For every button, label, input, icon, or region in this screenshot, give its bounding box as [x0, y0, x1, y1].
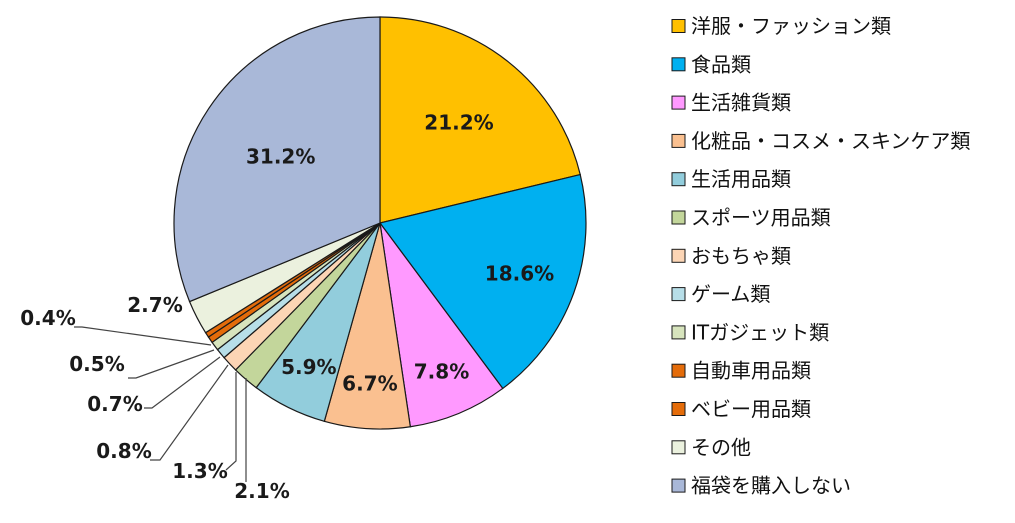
data-label: 18.6%: [485, 262, 554, 286]
legend-label: その他: [691, 435, 751, 459]
legend-item: 福袋を購入しない: [671, 474, 851, 498]
legend-swatch: [671, 478, 686, 493]
leader-line: [225, 372, 237, 471]
legend-label: ITガジェット類: [691, 320, 829, 344]
leader-lines: [74, 326, 247, 482]
legend-item: スポーツ用品類: [671, 206, 831, 230]
leader-line: [144, 356, 221, 409]
data-label: 1.3%: [172, 459, 227, 483]
legend-swatch: [671, 440, 686, 455]
legend-swatch: [671, 95, 686, 110]
legend-label: 生活雑貨類: [691, 91, 791, 115]
legend-label: 化粧品・コスメ・スキンケア類: [691, 129, 970, 153]
legend-swatch: [671, 325, 686, 340]
data-label: 5.9%: [281, 355, 336, 379]
legend-item: 洋服・ファッション類: [671, 14, 891, 38]
data-label: 0.4%: [20, 306, 75, 330]
legend-item: 生活雑貨類: [671, 91, 791, 115]
legend-swatch: [671, 287, 686, 302]
legend-item: 食品類: [671, 52, 751, 76]
legend-swatch: [671, 363, 686, 378]
legend-swatch: [671, 248, 686, 263]
leader-line: [150, 364, 229, 461]
data-label: 0.5%: [69, 352, 124, 376]
legend-swatch: [671, 133, 686, 148]
legend-swatch: [671, 57, 686, 72]
data-label: 6.7%: [342, 371, 397, 395]
legend-swatch: [671, 172, 686, 187]
pie-slice: [379, 16, 581, 224]
legend: 洋服・ファッション類食品類生活雑貨類化粧品・コスメ・スキンケア類生活用品類スポー…: [671, 14, 970, 498]
data-label: 0.8%: [96, 439, 151, 463]
legend-label: ゲーム類: [691, 282, 770, 306]
pie-slices: [173, 16, 587, 430]
legend-item: 自動車用品類: [671, 359, 811, 383]
legend-label: おもちゃ類: [691, 244, 791, 268]
legend-label: 生活用品類: [691, 167, 791, 191]
pie-slice: [378, 173, 587, 390]
legend-item: ベビー用品類: [671, 397, 811, 421]
legend-label: 福袋を購入しない: [691, 474, 851, 498]
data-label: 2.7%: [127, 293, 182, 317]
legend-label: 洋服・ファッション類: [691, 14, 891, 38]
data-label: 31.2%: [246, 145, 315, 169]
data-labels: 21.2% 18.6% 7.8% 6.7%5.9% 2.1% 1.3% 0.8% 0.7% 0.…: [20, 111, 554, 503]
legend-swatch: [671, 19, 686, 33]
data-label: 7.8%: [414, 359, 469, 383]
legend-item: おもちゃ類: [671, 244, 791, 268]
legend-label: ベビー用品類: [691, 397, 811, 421]
legend-swatch: [671, 402, 686, 416]
legend-item: ゲーム類: [671, 282, 770, 306]
legend-label: 食品類: [691, 52, 751, 76]
legend-label: 自動車用品類: [691, 359, 811, 383]
pie-slice: [379, 222, 504, 428]
data-label: 2.1%: [234, 479, 289, 503]
legend-item: ITガジェット類: [671, 320, 829, 344]
legend-item: 生活用品類: [671, 167, 791, 191]
legend-swatch: [671, 210, 686, 225]
legend-label: スポーツ用品類: [691, 206, 831, 230]
legend-item: 化粧品・コスメ・スキンケア類: [671, 129, 970, 153]
data-label: 0.7%: [87, 392, 142, 416]
data-label: 21.2%: [424, 111, 493, 135]
legend-item: その他: [671, 435, 751, 459]
leader-line: [74, 326, 212, 346]
leader-line: [128, 349, 215, 379]
pie-slice: [173, 16, 381, 303]
